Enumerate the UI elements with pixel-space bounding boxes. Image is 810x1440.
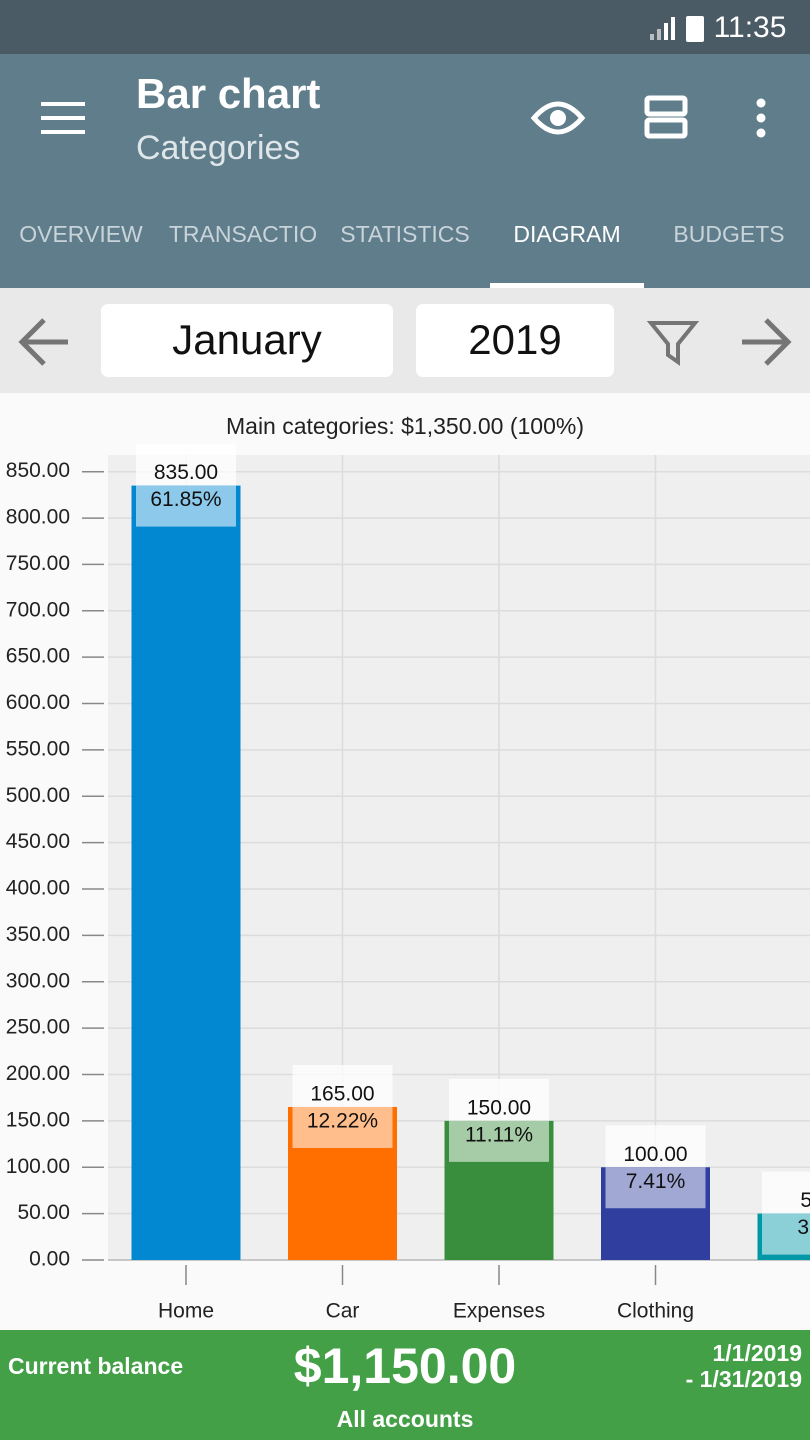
tab-label[interactable]: DIAGRAM [513,221,620,247]
value-label-box [449,1078,549,1121]
date-to: - 1/31/2019 [686,1366,802,1392]
balance-label: Current balance [8,1353,183,1379]
percent-label: 11.11% [465,1123,533,1146]
balance-amount: $1,150.00 [294,1338,516,1394]
y-tick-label: 550.00 [6,737,70,760]
y-tick-label: 50.00 [17,1201,70,1224]
y-tick-label: 650.00 [6,645,70,668]
year-selector[interactable] [416,304,614,377]
value-label: 165.00 [310,1083,374,1106]
tab-label[interactable]: TRANSACTIO [169,221,317,247]
next-button[interactable] [742,318,792,366]
percent-label-box-tint [762,1213,810,1255]
percent-label: 7.41% [626,1170,686,1193]
previous-button[interactable] [18,318,68,366]
status-time: 11:35 [714,11,787,44]
y-tick-label: 850.00 [6,459,70,482]
y-tick-label: 300.00 [6,969,70,992]
accounts-label: All accounts [337,1406,474,1432]
percent-label-box-tint [292,1106,393,1148]
filter-button[interactable] [646,321,700,366]
y-tick-label: 0.00 [29,1248,70,1271]
chart-title: Main categories: $1,350.00 (100%) [226,413,584,439]
tab-bar: OVERVIEW TRANSACTIO STATISTICS DIAGRAM BUDGE… [19,221,785,288]
value-label: 835.00 [154,461,218,484]
value-label-box [762,1171,810,1214]
y-tick-label: 800.00 [6,506,70,529]
footer [0,1330,810,1440]
accounts-button[interactable] [644,95,688,139]
percent-label-box-tint [136,485,236,527]
x-tick-label: Car [326,1300,360,1323]
month-label: January [172,316,321,363]
percent-label: 12.22% [307,1110,378,1133]
value-label-box [605,1125,706,1168]
percent-label-box-tint [605,1167,706,1209]
month-selector[interactable] [101,304,393,377]
view-button[interactable] [530,101,586,135]
value-label: 50 [800,1189,810,1212]
menu-button[interactable] [41,102,85,134]
y-tick-label: 150.00 [6,1108,70,1131]
x-tick-label: Clothing [617,1300,694,1323]
chart: 0.00 50.00 100.00 150.00 200.00 250.00 300.00 3… [6,443,810,1323]
more-button[interactable] [756,98,766,138]
value-label-box [136,443,236,486]
y-tick-label: 500.00 [6,784,70,807]
percent-label: 61.85% [150,488,221,511]
tab-indicator [490,283,644,288]
value-label: 150.00 [467,1096,531,1119]
app-bar [0,54,810,288]
y-tick-label: 100.00 [6,1155,70,1178]
app-subtitle: Categories [136,129,300,167]
y-tick-label: 450.00 [6,830,70,853]
tab-label[interactable]: STATISTICS [340,221,470,247]
x-tick-label: Home [158,1300,214,1323]
percent-label: 3.7 [797,1216,810,1239]
percent-label-box-tint [449,1120,549,1162]
y-tick-label: 350.00 [6,923,70,946]
tab-label[interactable]: OVERVIEW [19,221,143,247]
x-tick-label: Expenses [453,1300,545,1323]
battery-icon [686,16,704,42]
y-tick-label: 600.00 [6,691,70,714]
y-tick-label: 700.00 [6,598,70,621]
tab-label[interactable]: BUDGETS [673,221,784,247]
y-tick-label: 400.00 [6,877,70,900]
value-label: 100.00 [623,1143,687,1166]
app-title: Bar chart [136,70,320,117]
y-tick-label: 200.00 [6,1062,70,1085]
y-tick-label: 250.00 [6,1016,70,1039]
year-label: 2019 [468,316,561,363]
y-tick-label: 750.00 [6,552,70,575]
signal-icon [650,17,675,40]
date-from: 1/1/2019 [712,1340,802,1366]
value-label-box [292,1064,393,1107]
bar [131,485,241,1260]
